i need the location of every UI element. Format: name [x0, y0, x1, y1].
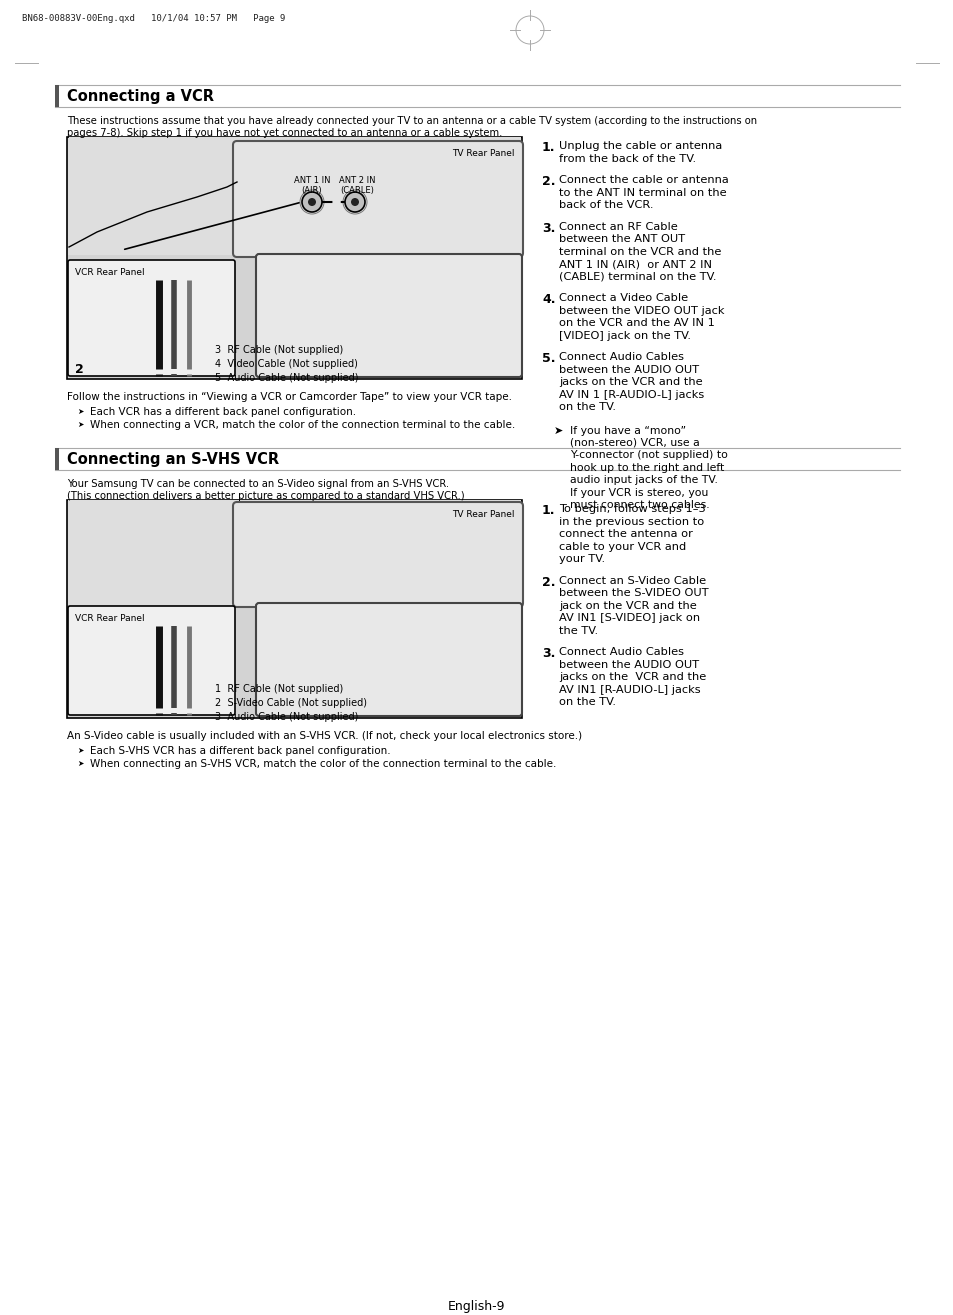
Text: 2: 2: [75, 363, 84, 376]
Text: ANT 2 IN
(CABLE): ANT 2 IN (CABLE): [338, 176, 375, 196]
Text: 4.: 4.: [541, 293, 555, 306]
Text: Connect an RF Cable
between the ANT OUT
terminal on the VCR and the
ANT 1 IN (AI: Connect an RF Cable between the ANT OUT …: [558, 221, 720, 281]
Text: To begin, follow steps 1–3
in the previous section to
connect the antenna or
cab: To begin, follow steps 1–3 in the previo…: [558, 504, 705, 564]
Text: 3.: 3.: [541, 221, 555, 234]
Text: VCR Rear Panel: VCR Rear Panel: [75, 614, 145, 623]
FancyBboxPatch shape: [68, 260, 234, 376]
Bar: [55, 448, 59, 469]
Bar: [67, 500, 521, 718]
Text: 5.: 5.: [541, 352, 555, 366]
Text: ANT 1 IN
(AIR): ANT 1 IN (AIR): [294, 176, 330, 196]
Text: 3.: 3.: [541, 647, 555, 660]
Text: Connect Audio Cables
between the AUDIO OUT
jacks on the VCR and the
AV IN 1 [R-A: Connect Audio Cables between the AUDIO O…: [558, 352, 703, 412]
Circle shape: [308, 199, 315, 206]
Circle shape: [345, 192, 365, 212]
Text: Each VCR has a different back panel configuration.: Each VCR has a different back panel conf…: [90, 408, 355, 417]
Text: 1  RF Cable (Not supplied): 1 RF Cable (Not supplied): [214, 684, 343, 694]
Text: Connect a Video Cable
between the VIDEO OUT jack
on the VCR and the AV IN 1
[VID: Connect a Video Cable between the VIDEO …: [558, 293, 723, 341]
Text: These instructions assume that you have already connected your TV to an antenna : These instructions assume that you have …: [67, 116, 757, 126]
Bar: [68, 500, 520, 605]
Text: pages 7-8). Skip step 1 if you have not yet connected to an antenna or a cable s: pages 7-8). Skip step 1 if you have not …: [67, 128, 502, 138]
FancyBboxPatch shape: [233, 502, 522, 608]
Text: 1.: 1.: [541, 504, 555, 517]
Bar: [67, 137, 521, 379]
Text: 5  Audio Cable (Not supplied): 5 Audio Cable (Not supplied): [214, 373, 358, 383]
FancyBboxPatch shape: [255, 604, 521, 715]
Text: When connecting a VCR, match the color of the connection terminal to the cable.: When connecting a VCR, match the color o…: [90, 419, 515, 430]
FancyBboxPatch shape: [255, 254, 521, 377]
FancyBboxPatch shape: [68, 606, 234, 715]
Text: English-9: English-9: [448, 1301, 505, 1312]
Text: ➤: ➤: [77, 759, 83, 768]
Text: Follow the instructions in “Viewing a VCR or Camcorder Tape” to view your VCR ta: Follow the instructions in “Viewing a VC…: [67, 392, 512, 402]
Text: 3  Audio Cable (Not supplied): 3 Audio Cable (Not supplied): [214, 711, 358, 722]
Text: Unplug the cable or antenna
from the back of the TV.: Unplug the cable or antenna from the bac…: [558, 141, 721, 163]
Text: 1.: 1.: [541, 141, 555, 154]
Circle shape: [302, 192, 322, 212]
Text: ➤: ➤: [77, 746, 83, 755]
Text: (This connection delivers a better picture as compared to a standard VHS VCR.): (This connection delivers a better pictu…: [67, 490, 464, 501]
Text: If you have a “mono”
(non-stereo) VCR, use a
Y-connector (not supplied) to
hook : If you have a “mono” (non-stereo) VCR, u…: [569, 426, 727, 510]
Text: Connect Audio Cables
between the AUDIO OUT
jacks on the  VCR and the
AV IN1 [R-A: Connect Audio Cables between the AUDIO O…: [558, 647, 705, 707]
Text: TV Rear Panel: TV Rear Panel: [452, 149, 515, 158]
Text: Connecting a VCR: Connecting a VCR: [67, 89, 213, 104]
Text: Each S-VHS VCR has a different back panel configuration.: Each S-VHS VCR has a different back pane…: [90, 746, 390, 756]
Text: BN68-00883V-00Eng.qxd   10/1/04 10:57 PM   Page 9: BN68-00883V-00Eng.qxd 10/1/04 10:57 PM P…: [22, 14, 285, 22]
Text: Your Samsung TV can be connected to an S-Video signal from an S-VHS VCR.: Your Samsung TV can be connected to an S…: [67, 479, 449, 489]
Text: TV Rear Panel: TV Rear Panel: [452, 510, 515, 519]
Text: ➤: ➤: [77, 419, 83, 429]
Text: When connecting an S-VHS VCR, match the color of the connection terminal to the : When connecting an S-VHS VCR, match the …: [90, 759, 556, 769]
Bar: [55, 85, 59, 107]
Circle shape: [351, 199, 358, 206]
FancyBboxPatch shape: [233, 141, 522, 256]
Text: ➤: ➤: [554, 426, 563, 435]
Text: VCR Rear Panel: VCR Rear Panel: [75, 268, 145, 277]
Text: An S-Video cable is usually included with an S-VHS VCR. (If not, check your loca: An S-Video cable is usually included wit…: [67, 731, 581, 740]
Text: 2.: 2.: [541, 576, 555, 589]
Bar: [68, 137, 520, 255]
Text: ➤: ➤: [77, 408, 83, 416]
Text: 2.: 2.: [541, 175, 555, 188]
Text: 3  RF Cable (Not supplied): 3 RF Cable (Not supplied): [214, 345, 343, 355]
Text: Connect the cable or antenna
to the ANT IN terminal on the
back of the VCR.: Connect the cable or antenna to the ANT …: [558, 175, 728, 210]
Text: Connect an S-Video Cable
between the S-VIDEO OUT
jack on the VCR and the
AV IN1 : Connect an S-Video Cable between the S-V…: [558, 576, 708, 635]
Text: 2  S-Video Cable (Not supplied): 2 S-Video Cable (Not supplied): [214, 698, 367, 707]
Text: Connecting an S-VHS VCR: Connecting an S-VHS VCR: [67, 452, 279, 467]
Text: 4  Video Cable (Not supplied): 4 Video Cable (Not supplied): [214, 359, 357, 370]
